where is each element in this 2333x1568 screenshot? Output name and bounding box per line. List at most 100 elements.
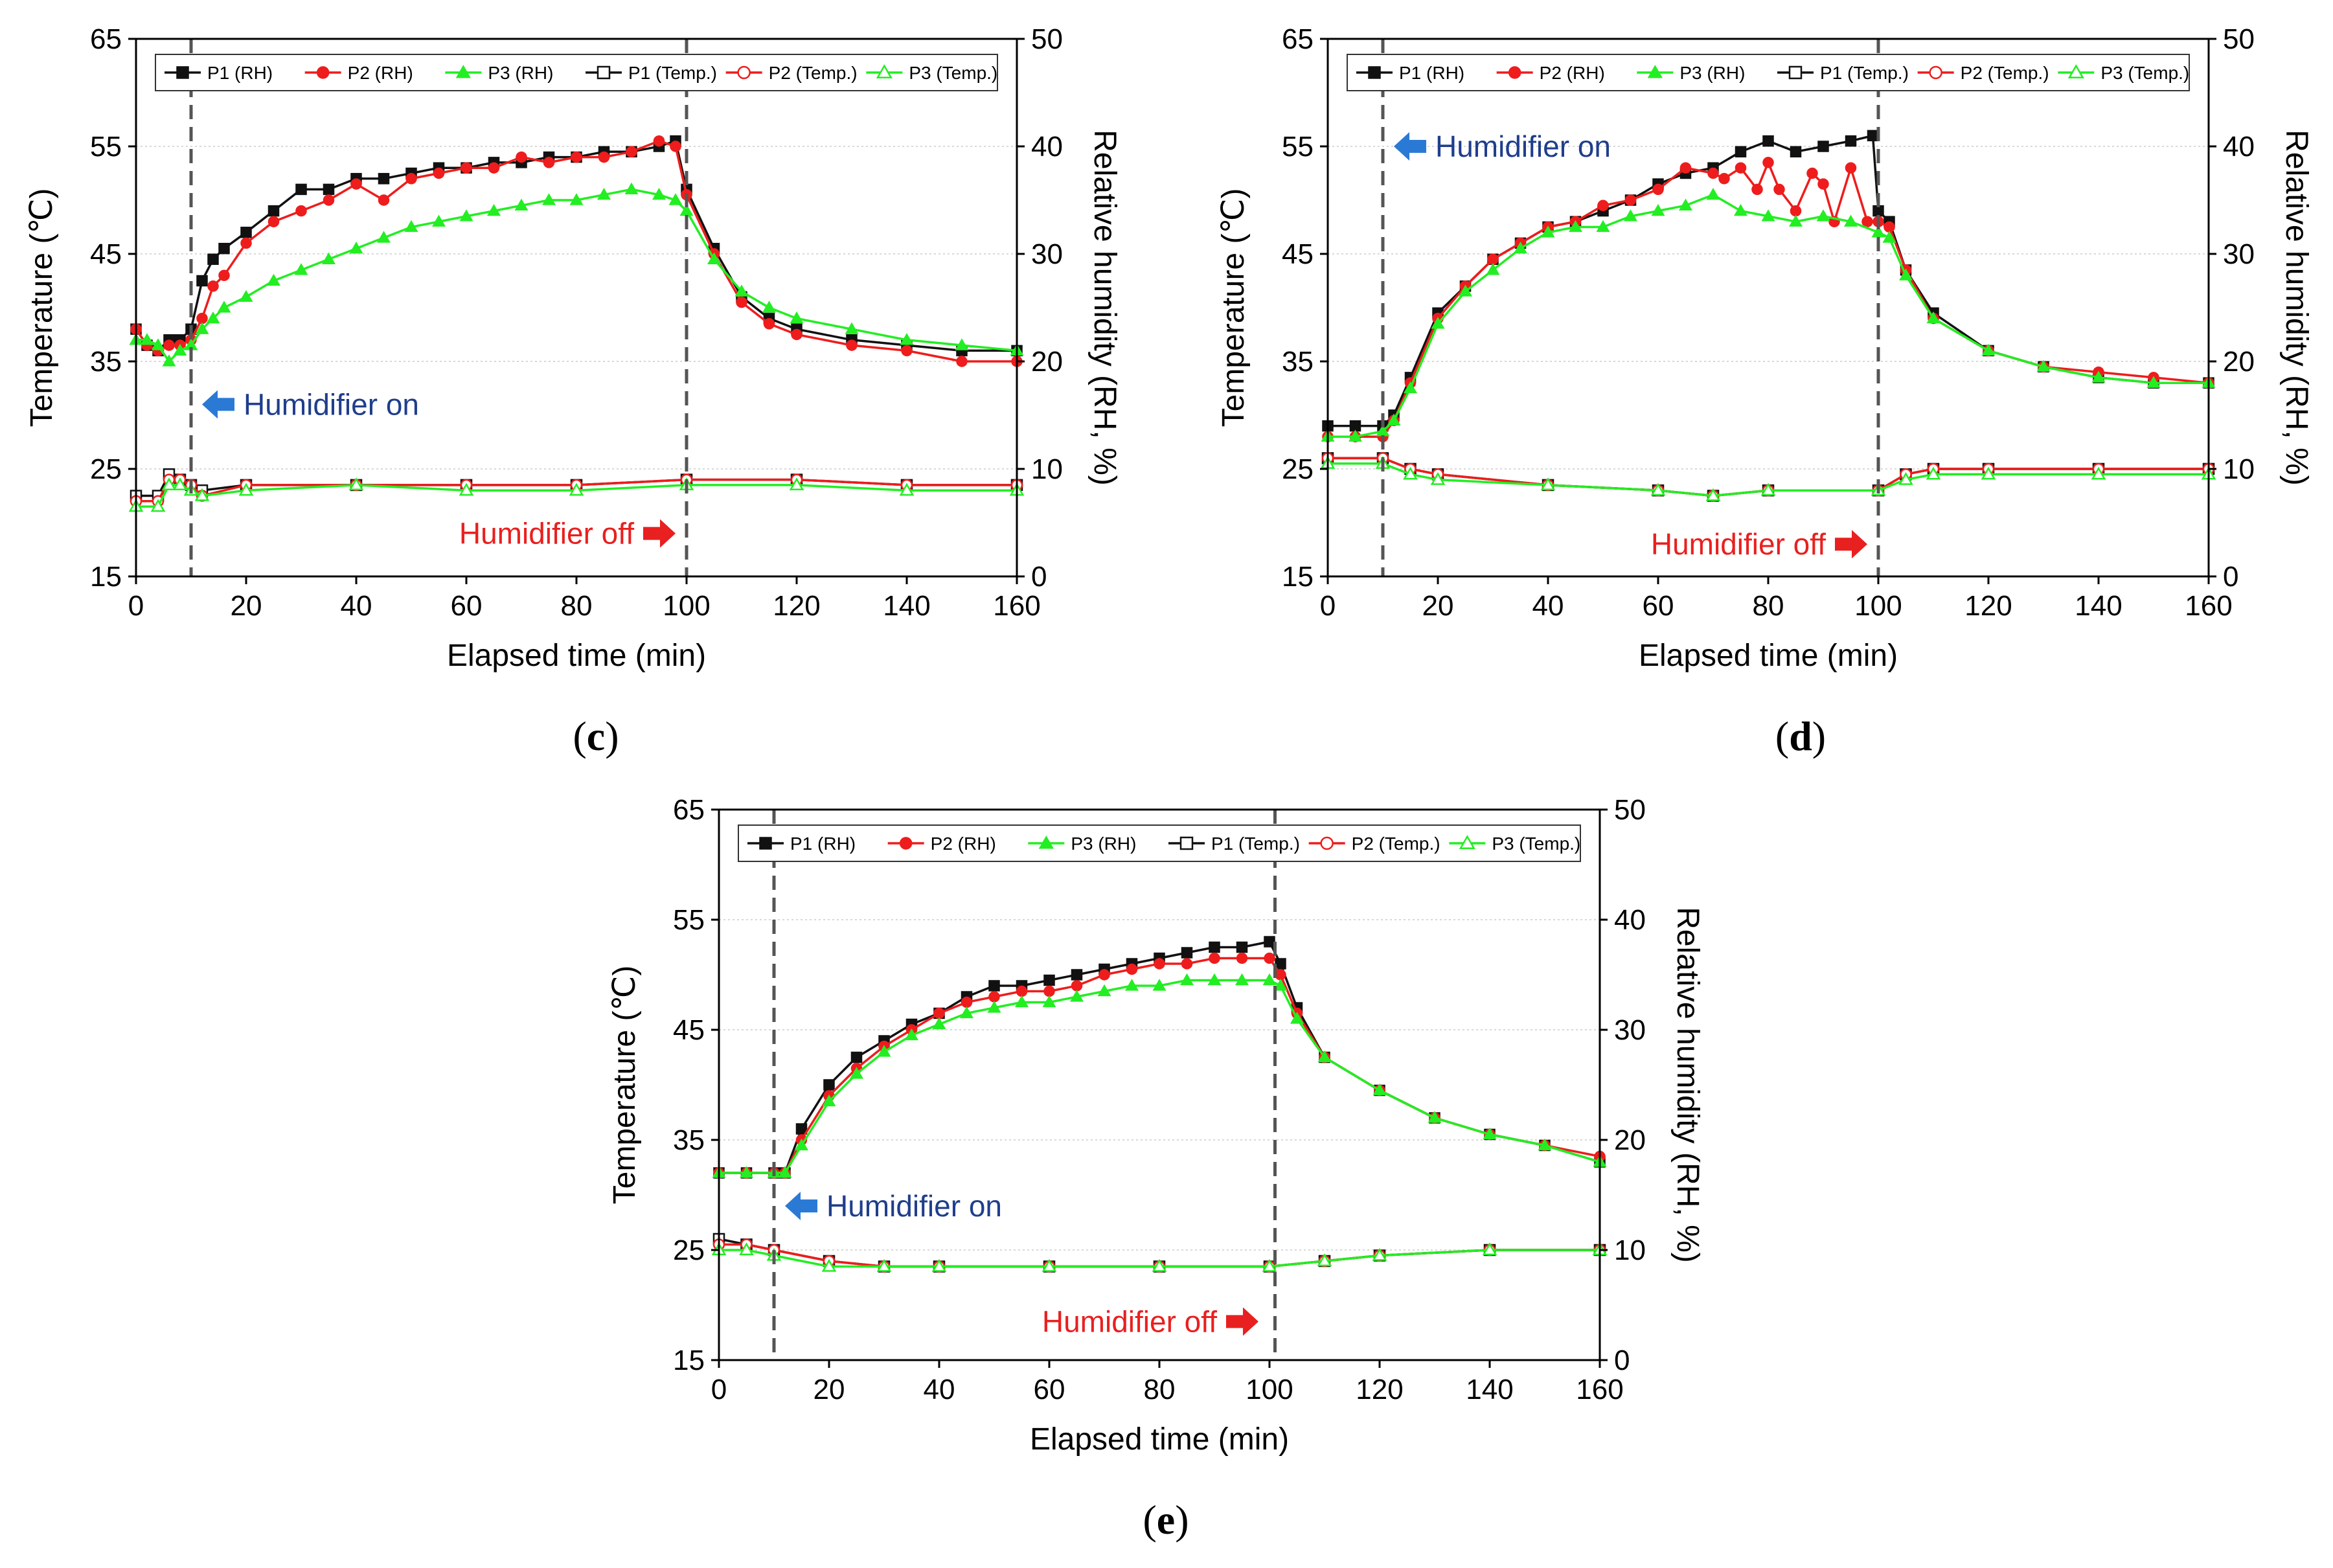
data-point <box>653 135 665 147</box>
series-line <box>1328 193 2209 438</box>
series-line <box>135 139 1017 352</box>
data-point <box>901 345 913 357</box>
chart-panel-e: 0 20 40 60 80 100 120 140 160 15 25 35 45 55 65 0 10 20 30… <box>608 794 1705 1457</box>
legend-marker <box>1508 66 1521 79</box>
x-tick-label: 160 <box>2185 590 2232 622</box>
data-point <box>240 227 252 238</box>
legend-label: P1 (RH) <box>790 834 856 854</box>
y-left-tick-label: 55 <box>1282 131 1314 163</box>
data-point <box>217 301 231 313</box>
data-point <box>1844 214 1858 227</box>
data-point <box>295 183 307 196</box>
data-point <box>1981 343 1996 356</box>
data-point <box>1070 990 1084 1002</box>
humidifier-on-label: Humidifier on <box>826 1189 1002 1223</box>
series-p3-rh <box>1321 187 2216 442</box>
data-point <box>1816 209 1830 222</box>
x-tick-label: 0 <box>1320 590 1336 622</box>
data-point <box>1650 483 1666 496</box>
data-point <box>1652 183 1664 196</box>
data-point <box>707 252 721 264</box>
legend-marker <box>1929 65 1942 80</box>
data-point <box>294 263 308 275</box>
legend-item: P2 (RH) <box>304 63 413 83</box>
data-point <box>1751 183 1763 196</box>
x-tick-label: 140 <box>1466 1374 1513 1405</box>
data-point <box>543 157 555 168</box>
y-left-tick-label: 15 <box>1282 561 1314 593</box>
data-point <box>1071 969 1083 981</box>
legend-label: P1 (Temp.) <box>1820 63 1909 83</box>
y-right-tick-label: 0 <box>1614 1345 1630 1376</box>
arrow-left-icon <box>1394 132 1426 161</box>
data-point <box>1899 268 1913 280</box>
data-point <box>1871 225 1885 238</box>
data-point <box>1015 995 1029 1008</box>
data-point <box>1883 221 1895 233</box>
data-point <box>876 1258 892 1272</box>
data-point <box>1275 969 1286 981</box>
data-point <box>1679 162 1692 174</box>
data-point <box>1317 1050 1332 1063</box>
y-left-tick-label: 55 <box>673 904 705 936</box>
data-point <box>1817 141 1829 152</box>
data-point <box>1790 205 1802 217</box>
y-right-tick-label: 10 <box>2223 453 2255 485</box>
arrow-left-icon <box>202 390 234 419</box>
data-point <box>1806 167 1818 179</box>
data-point <box>850 1067 863 1079</box>
y-right-tick-label: 40 <box>2223 131 2255 163</box>
data-point <box>932 1017 946 1030</box>
y-right-tick-label: 10 <box>1614 1234 1646 1266</box>
legend-item: P2 (Temp.) <box>1917 63 2049 83</box>
data-point <box>569 193 584 205</box>
data-point <box>161 477 177 491</box>
data-point <box>194 488 210 501</box>
data-point <box>432 214 446 227</box>
data-point <box>795 1138 808 1151</box>
data-point <box>1735 162 1747 174</box>
data-point <box>905 1028 918 1041</box>
data-point <box>1483 1127 1497 1140</box>
x-tick-label: 40 <box>924 1374 955 1405</box>
data-point <box>140 333 154 345</box>
y-left-tick-label: 45 <box>1282 238 1314 270</box>
data-point <box>239 290 253 302</box>
data-point <box>1154 958 1165 970</box>
arrow-right-icon <box>643 519 676 548</box>
x-tick-label: 100 <box>663 590 710 622</box>
series-p3-temp <box>711 1242 1608 1272</box>
y-left-tick-label: 25 <box>90 453 122 485</box>
data-point <box>207 253 219 266</box>
data-point <box>196 312 208 324</box>
series-p3-temp <box>128 477 1025 512</box>
data-point <box>789 477 804 491</box>
data-point <box>1486 263 1500 275</box>
data-point <box>790 311 804 324</box>
legend-item: P1 (RH) <box>747 834 856 854</box>
x-tick-label: 140 <box>2075 590 2122 622</box>
legend-marker <box>759 837 772 850</box>
data-point <box>1152 1258 1167 1272</box>
legend-label: P3 (RH) <box>1071 834 1136 854</box>
legend-label: P2 (Temp.) <box>1961 63 2049 83</box>
data-point <box>763 318 775 330</box>
data-point <box>405 173 417 185</box>
data-point <box>1349 420 1361 432</box>
x-tick-label: 0 <box>128 590 144 622</box>
data-point <box>1041 1258 1057 1272</box>
data-point <box>734 284 749 297</box>
y-right-tick-label: 30 <box>1031 238 1063 270</box>
data-point <box>163 339 175 351</box>
data-point <box>1181 958 1193 970</box>
legend-marker <box>1459 835 1475 850</box>
data-point <box>1624 209 1637 222</box>
data-point <box>173 343 187 356</box>
data-point <box>1236 952 1248 964</box>
data-point <box>240 237 252 249</box>
y-right-tick-label: 20 <box>2223 346 2255 378</box>
legend-marker <box>597 65 611 80</box>
humidifier-on-label: Humidifier on <box>244 387 419 421</box>
data-point <box>150 499 166 512</box>
data-point <box>1735 146 1747 158</box>
